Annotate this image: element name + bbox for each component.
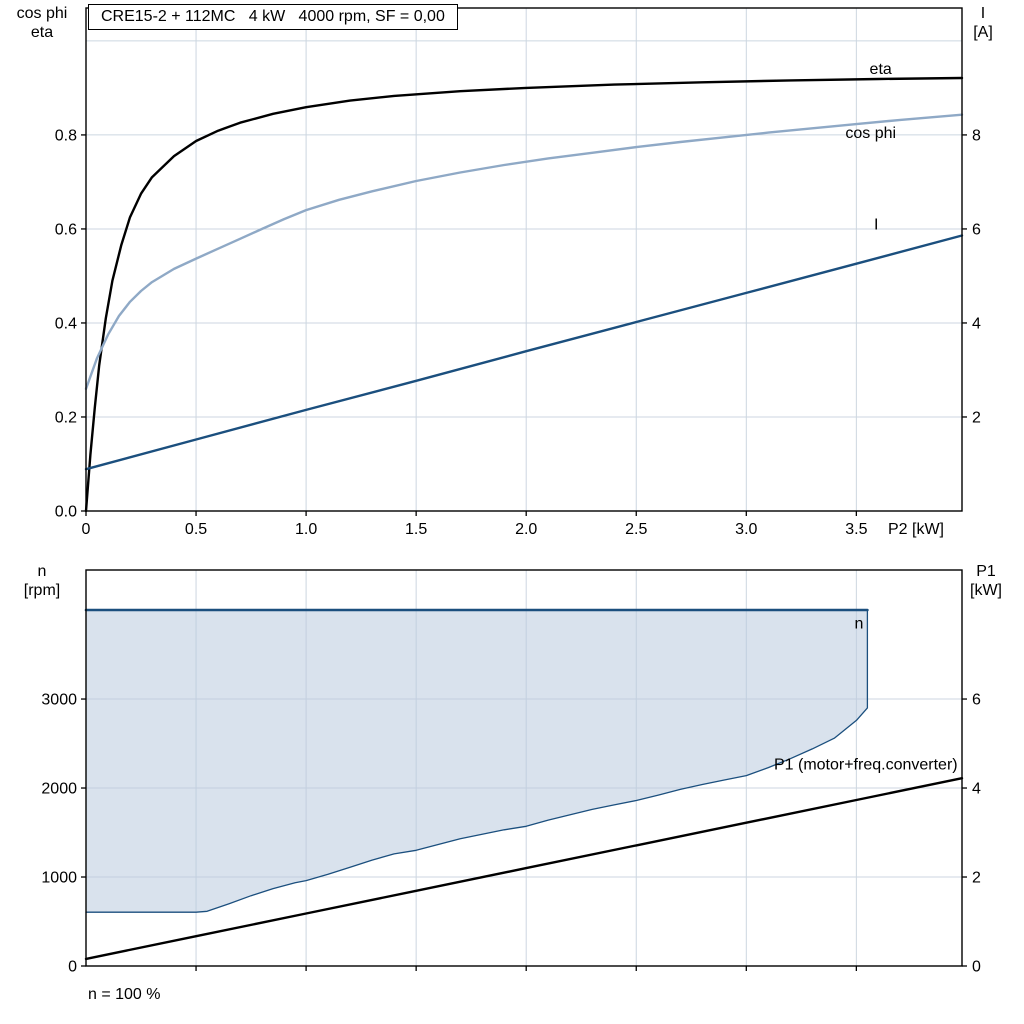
tick-label: 4 — [972, 315, 981, 332]
series-cos-phi — [84, 113, 964, 390]
left-axis-title-eta: eta — [30, 24, 54, 41]
tick-label: 1000 — [41, 870, 77, 887]
tick-label: 3000 — [41, 692, 77, 709]
series-label-i: I — [874, 216, 878, 233]
tick-label: 1.0 — [295, 521, 317, 538]
tick-label: 0 — [68, 959, 77, 976]
tick-label: 6 — [972, 221, 981, 238]
area-n-operating-range-lower-boundary — [86, 610, 868, 913]
tick-label: 0.0 — [55, 504, 77, 521]
right-axis-title-unit-kw: [kW] — [970, 582, 1002, 599]
speed-percentage-note: n = 100 % — [88, 986, 161, 1003]
tick-label: 8 — [972, 127, 981, 144]
x-axis-label: P2 [kW] — [888, 521, 944, 538]
series-label-eta: eta — [870, 61, 892, 78]
tick-label: 3.5 — [845, 521, 867, 538]
series-i — [84, 234, 964, 471]
series-label-p1-motor-freq-converter: P1 (motor+freq.converter) — [774, 756, 958, 773]
tick-label: 6 — [972, 692, 981, 709]
tick-label: 2 — [972, 409, 981, 426]
tick-label: 3.0 — [735, 521, 757, 538]
tick-label: 2 — [972, 870, 981, 887]
right-axis-title-p1: P1 — [976, 563, 996, 580]
tick-label: 0 — [972, 959, 981, 976]
tick-label: 0 — [82, 521, 91, 538]
speed-input-power-chart: 0 1000 2000 3000 0 2 4 6 n P1 (motor+freq.convert… — [41, 569, 981, 976]
tick-label: 4 — [972, 781, 981, 798]
tick-label: 0.4 — [55, 315, 77, 332]
series-p1-motor-freq-converter — [84, 777, 964, 961]
tick-label: 1.5 — [405, 521, 427, 538]
tick-label: 2000 — [41, 781, 77, 798]
plot-frame — [85, 7, 963, 512]
top-left-axis-title: cos phi eta — [2, 4, 82, 42]
right-axis-title-i: I — [980, 5, 986, 22]
left-axis-title-unit-rpm: [rpm] — [23, 582, 61, 599]
right-axis-title-unit-a: [A] — [973, 24, 993, 41]
series-n-operating-range-lower-boundary — [85, 609, 869, 913]
series-eta — [84, 76, 964, 513]
tick-label: 0.8 — [55, 127, 77, 144]
tick-label: 0.6 — [55, 221, 77, 238]
bottom-right-axis-title: P1 [kW] — [955, 562, 1017, 600]
chart-title: CRE15-2 + 112MC 4 kW 4000 rpm, SF = 0,00 — [88, 4, 458, 30]
tick-label: 0.2 — [55, 409, 77, 426]
left-axis-title-n: n — [37, 563, 47, 580]
bottom-left-axis-title: n [rpm] — [2, 562, 82, 600]
tick-label: 2.5 — [625, 521, 647, 538]
tick-label: 0.5 — [185, 521, 207, 538]
motor-performance-chart: 0.0 0.2 0.4 0.6 0.8 2 4 6 8 0 0.5 1.0 1.5 2.0 2.5 3.0 3.… — [55, 7, 981, 538]
left-axis-title-cos-phi: cos phi — [16, 5, 68, 22]
tick-label: 2.0 — [515, 521, 537, 538]
series-label-n: n — [854, 616, 863, 633]
plot-frame — [85, 569, 963, 967]
top-right-axis-title: I [A] — [955, 4, 1011, 42]
series-label-cos-phi: cos phi — [845, 125, 896, 142]
